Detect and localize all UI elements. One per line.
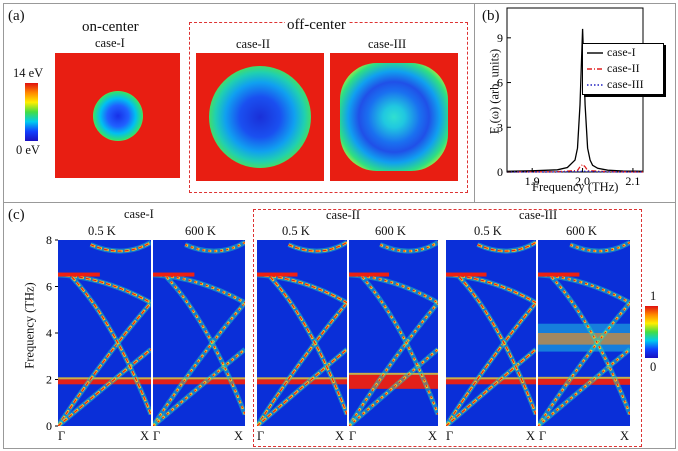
spectrum-xtick-label: 2.0: [575, 174, 590, 188]
k-x-5: X: [526, 429, 536, 443]
k-x-1: X: [140, 429, 150, 443]
case-iii-spectra-title: case-III: [519, 208, 558, 222]
temp-label-2: 600 K: [185, 224, 216, 238]
spectrum-line-case-III: [506, 170, 644, 173]
k-gamma-3: Γ: [257, 429, 265, 443]
colorbar-c-min: 0: [650, 360, 657, 374]
colorbar-c: [645, 306, 658, 358]
k-x-4: X: [428, 429, 438, 443]
spectra-ytick-label: 4: [46, 326, 52, 340]
case-iii-title: case-III: [368, 37, 407, 51]
k-gamma-2: Γ: [153, 429, 161, 443]
case-i-spectra-title: case-I: [124, 207, 154, 221]
k-x-6: X: [620, 429, 630, 443]
spectrum-ytick-label: 3: [497, 120, 503, 134]
temp-label-5: 0.5 K: [474, 224, 502, 238]
spectrum-legend: case-I case-II case-III: [582, 43, 664, 95]
temp-label-1: 0.5 K: [88, 224, 116, 238]
colorbar-a-min: 0 eV: [16, 143, 40, 157]
k-gamma-5: Γ: [446, 429, 454, 443]
spectral-panel-case-ii-600k: [349, 240, 438, 426]
k-x-2: X: [234, 429, 244, 443]
spectrum-xlabel: Frequency (THz): [532, 180, 619, 194]
spectral-panel-case-i-600k: [153, 240, 245, 426]
spectral-panel-case-iii-05k: [446, 240, 536, 426]
legend-case-i: case-I: [607, 45, 636, 59]
on-center-title: on-center: [82, 19, 139, 35]
spectra-ytick-label: 2: [46, 373, 52, 387]
panel-b-label: (b): [482, 8, 500, 24]
temp-label-6: 600 K: [566, 224, 597, 238]
temp-label-3: 0.5 K: [282, 224, 310, 238]
colorbar-a: [25, 83, 38, 141]
panel-a-label: (a): [8, 8, 25, 24]
panel-c-label: (c): [8, 207, 25, 223]
spectral-panel-case-i-05k: [58, 240, 151, 426]
case-ii-spectra-title: case-II: [326, 208, 360, 222]
legend-case-ii: case-II: [607, 61, 640, 75]
spectra-ytick-label: 6: [46, 280, 52, 294]
potential-map-case-iii: [330, 53, 458, 181]
case-ii-title: case-II: [236, 37, 270, 51]
spectrum-ytick-label: 9: [497, 31, 503, 45]
spectrum-xtick-label: 2.1: [625, 174, 640, 188]
spectra-ytick-label: 0: [46, 419, 52, 433]
panel-c-frame: [3, 202, 676, 449]
case-i-title: case-I: [95, 36, 125, 50]
spectrum-xtick-label: 1.9: [525, 174, 540, 188]
potential-map-case-i: [55, 53, 180, 178]
spectral-panel-case-ii-05k: [257, 240, 347, 426]
potential-map-case-ii: [196, 53, 324, 181]
spectrum-ytick-label: 6: [497, 76, 503, 90]
off-center-title: off-center: [285, 17, 348, 34]
legend-case-iii: case-III: [607, 77, 644, 91]
temp-label-4: 600 K: [375, 224, 406, 238]
spectrum-ytick-label: 0: [497, 165, 503, 179]
colorbar-c-max: 1: [650, 289, 657, 303]
spectra-ytick-label: 8: [46, 233, 52, 247]
spectral-panel-case-iii-600k: [538, 240, 630, 426]
colorbar-a-max: 14 eV: [13, 66, 44, 80]
k-gamma-6: Γ: [539, 429, 547, 443]
k-x-3: X: [335, 429, 345, 443]
k-gamma-4: Γ: [349, 429, 357, 443]
off-center-box-c: [253, 209, 642, 447]
k-gamma-1: Γ: [58, 429, 66, 443]
